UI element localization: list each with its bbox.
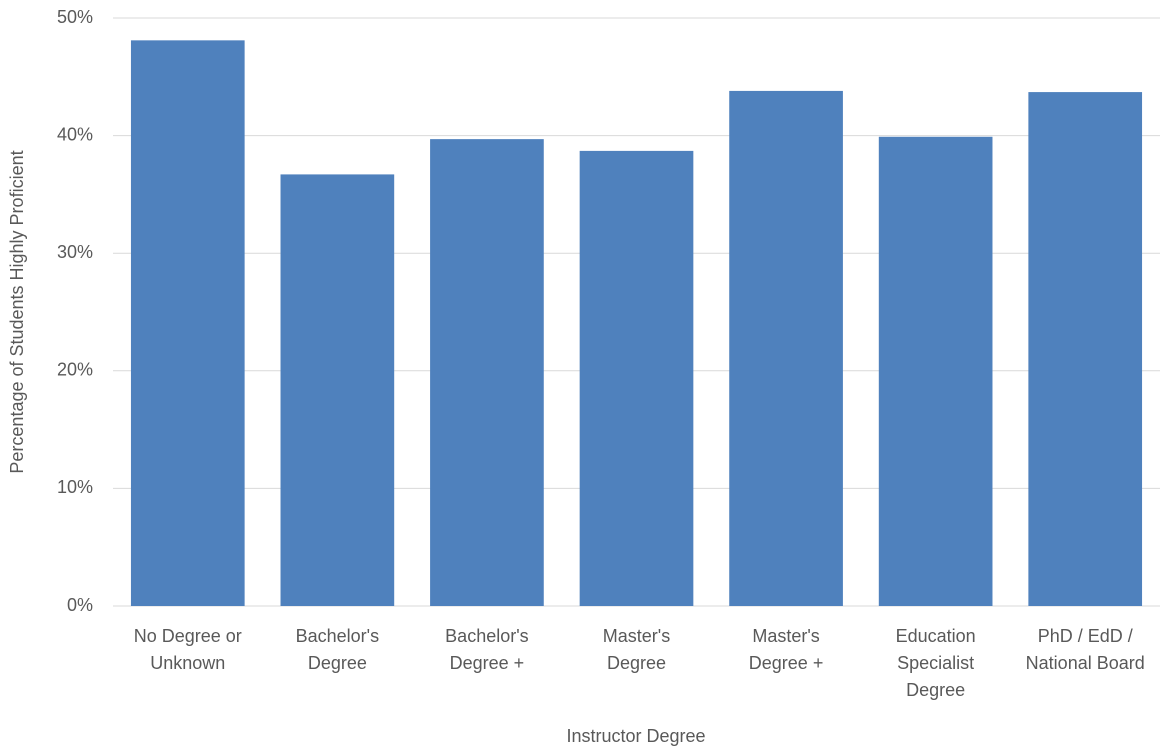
bar <box>729 90 843 607</box>
x-tick-label: No Degree or Unknown <box>134 626 242 673</box>
bar <box>280 174 395 606</box>
x-tick-label-line: Degree <box>308 653 367 673</box>
y-tick-label: 10% <box>57 477 93 497</box>
bar <box>1028 92 1143 606</box>
x-tick-label-line: Degree <box>906 680 965 700</box>
bar <box>579 150 694 606</box>
x-tick-label-line: Master's <box>752 626 819 646</box>
x-tick-label: Master's Degree <box>603 626 670 673</box>
x-tick-label-line: Bachelor's <box>296 626 379 646</box>
x-tick-label-line: Unknown <box>150 653 225 673</box>
y-axis-title: Percentage of Students Highly Proficient <box>7 150 27 473</box>
bar <box>130 40 245 607</box>
x-axis-title: Instructor Degree <box>566 726 705 746</box>
x-tick-label-line: Degree + <box>749 653 824 673</box>
x-tick-label-line: No Degree or <box>134 626 242 646</box>
x-tick-label-line: National Board <box>1026 653 1145 673</box>
x-tick-label-line: Bachelor's <box>445 626 528 646</box>
bar <box>430 139 544 607</box>
y-tick-label: 0% <box>67 595 93 615</box>
x-tick-label-line: Degree + <box>450 653 525 673</box>
x-tick-label-line: Education <box>896 626 976 646</box>
x-tick-label: Bachelor's Degree <box>296 626 379 673</box>
y-tick-label: 30% <box>57 242 93 262</box>
y-tick-label: 50% <box>57 7 93 27</box>
x-tick-label: Master's Degree + <box>749 626 824 673</box>
x-tick-label: Bachelor's Degree + <box>445 626 528 673</box>
x-tick-label: PhD / EdD / National Board <box>1026 626 1145 673</box>
bar <box>878 136 993 606</box>
x-tick-label-line: Master's <box>603 626 670 646</box>
x-tick-label-line: Specialist <box>897 653 974 673</box>
y-tick-label: 20% <box>57 360 93 380</box>
y-tick-label: 40% <box>57 124 93 144</box>
x-tick-label-line: PhD / EdD / <box>1038 626 1133 646</box>
x-tick-label: Education Specialist Degree <box>896 626 976 700</box>
x-tick-label-line: Degree <box>607 653 666 673</box>
